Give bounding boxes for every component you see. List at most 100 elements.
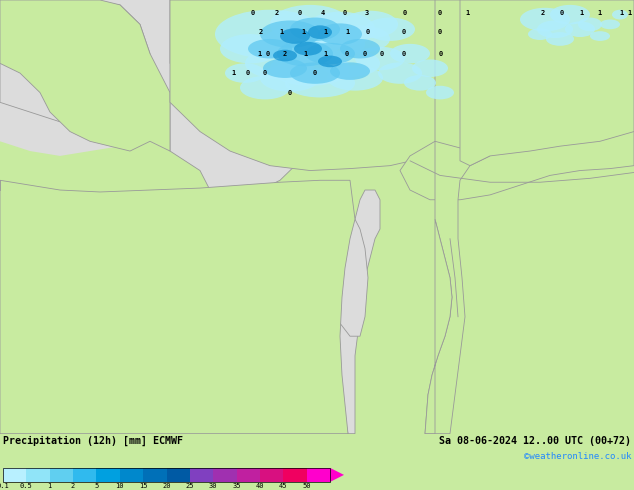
Polygon shape [0, 0, 170, 151]
Bar [283, 468, 307, 482]
Polygon shape [0, 0, 150, 122]
Ellipse shape [537, 21, 573, 38]
Text: 5: 5 [94, 483, 98, 489]
Text: 1: 1 [579, 10, 583, 16]
Text: 0: 0 [343, 10, 347, 16]
Text: Sa 08-06-2024 12..00 UTC (00+72): Sa 08-06-2024 12..00 UTC (00+72) [439, 436, 631, 446]
Ellipse shape [320, 49, 380, 77]
Ellipse shape [260, 26, 340, 61]
Ellipse shape [260, 21, 320, 48]
Text: 1: 1 [466, 10, 470, 16]
Ellipse shape [520, 8, 570, 31]
Ellipse shape [273, 49, 297, 61]
Bar [27, 468, 49, 482]
Bar [236, 468, 260, 482]
Ellipse shape [260, 64, 320, 92]
Ellipse shape [528, 28, 552, 40]
Bar [167, 468, 190, 482]
Polygon shape [400, 0, 634, 200]
Ellipse shape [578, 18, 602, 31]
Ellipse shape [270, 5, 350, 44]
Ellipse shape [280, 28, 310, 44]
Text: 1: 1 [346, 29, 350, 35]
Text: 1: 1 [628, 10, 632, 16]
Ellipse shape [248, 39, 292, 58]
Ellipse shape [342, 11, 398, 38]
Ellipse shape [290, 62, 340, 84]
Ellipse shape [290, 18, 340, 41]
Ellipse shape [355, 47, 405, 70]
Bar [120, 468, 143, 482]
Text: 1: 1 [324, 29, 328, 35]
Text: 0: 0 [366, 29, 370, 35]
Text: 0: 0 [402, 29, 406, 35]
Ellipse shape [546, 32, 574, 46]
Text: 1: 1 [598, 10, 602, 16]
Text: 0: 0 [380, 50, 384, 57]
Ellipse shape [565, 22, 595, 37]
Polygon shape [425, 219, 452, 434]
Text: 0: 0 [438, 10, 442, 16]
Text: 15: 15 [139, 483, 147, 489]
Text: 2: 2 [259, 29, 263, 35]
Text: 10: 10 [115, 483, 124, 489]
Text: 3: 3 [365, 10, 369, 16]
Ellipse shape [365, 18, 415, 41]
Ellipse shape [412, 59, 448, 77]
Text: 0: 0 [363, 50, 367, 57]
Bar [49, 468, 73, 482]
Ellipse shape [404, 75, 436, 91]
Ellipse shape [305, 12, 375, 47]
Polygon shape [335, 190, 380, 434]
Ellipse shape [590, 31, 610, 41]
Ellipse shape [220, 34, 280, 63]
Polygon shape [330, 468, 344, 482]
Text: 4: 4 [321, 10, 325, 16]
Text: 0: 0 [246, 70, 250, 76]
Polygon shape [170, 0, 634, 171]
Polygon shape [170, 0, 410, 102]
Text: 1: 1 [257, 50, 261, 57]
Ellipse shape [285, 68, 355, 98]
Ellipse shape [294, 42, 322, 55]
Text: 0: 0 [298, 10, 302, 16]
Ellipse shape [263, 58, 307, 78]
Text: 1: 1 [302, 29, 306, 35]
Text: 40: 40 [256, 483, 264, 489]
Polygon shape [0, 0, 170, 156]
Ellipse shape [327, 65, 383, 91]
Text: 0.1: 0.1 [0, 483, 10, 489]
Ellipse shape [270, 50, 350, 86]
Ellipse shape [305, 43, 355, 64]
Ellipse shape [318, 24, 362, 45]
Polygon shape [460, 0, 634, 166]
Text: 0.5: 0.5 [20, 483, 33, 489]
Text: 1: 1 [324, 50, 328, 57]
Ellipse shape [215, 10, 325, 58]
Ellipse shape [550, 5, 590, 24]
Text: 2: 2 [275, 10, 279, 16]
Bar [3, 468, 330, 482]
Bar [190, 468, 213, 482]
Text: 2: 2 [541, 10, 545, 16]
Text: 25: 25 [186, 483, 194, 489]
Ellipse shape [612, 10, 628, 20]
Text: 2: 2 [71, 483, 75, 489]
Ellipse shape [240, 76, 290, 99]
Text: 0: 0 [403, 10, 407, 16]
Ellipse shape [295, 28, 365, 59]
Ellipse shape [426, 86, 454, 99]
Text: 1: 1 [231, 70, 235, 76]
Polygon shape [0, 180, 355, 434]
Text: 30: 30 [209, 483, 217, 489]
Text: 0: 0 [288, 90, 292, 96]
Ellipse shape [378, 62, 422, 84]
Text: 0: 0 [345, 50, 349, 57]
Bar [96, 468, 120, 482]
Polygon shape [335, 219, 368, 336]
Polygon shape [170, 0, 435, 200]
Bar [307, 468, 330, 482]
Ellipse shape [330, 25, 390, 52]
Text: Precipitation (12h) [mm] ECMWF: Precipitation (12h) [mm] ECMWF [3, 436, 183, 446]
Polygon shape [425, 141, 490, 434]
